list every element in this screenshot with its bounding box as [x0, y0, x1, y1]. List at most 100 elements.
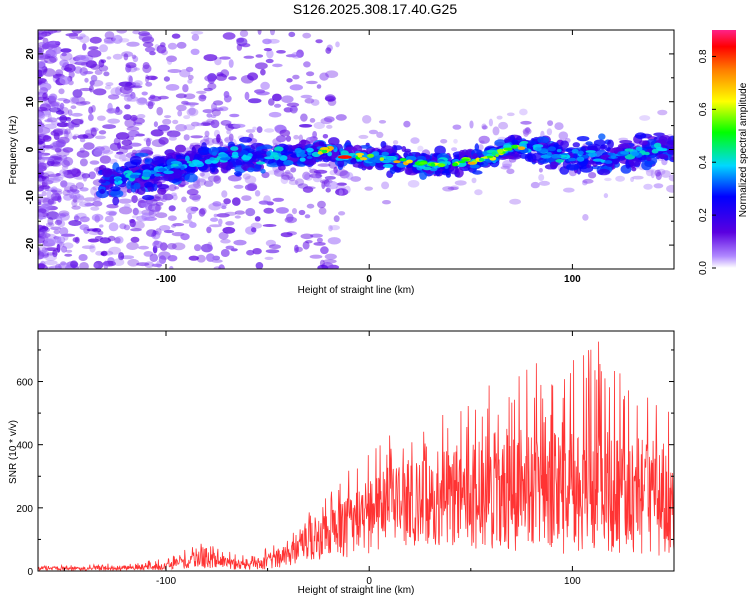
spectrogram-cell	[281, 95, 294, 103]
spectrogram-cell	[88, 113, 94, 122]
spectrogram-cell	[79, 87, 93, 92]
spectrogram-cell	[74, 236, 80, 244]
spectrogram-cell	[320, 117, 333, 125]
spectrogram-cell	[118, 252, 125, 261]
spectrogram-cell	[210, 114, 217, 119]
spectrogram-cell	[324, 176, 336, 180]
spectrogram-cell	[156, 44, 167, 54]
spectrogram-cell	[453, 138, 458, 144]
spectrogram-cell	[469, 164, 480, 169]
spectrogram-cell	[219, 56, 231, 60]
spectrogram-cell	[305, 80, 318, 85]
spectrogram-cell	[64, 253, 73, 257]
spectrogram-cell	[615, 175, 625, 182]
spectrogram-cell	[124, 161, 138, 169]
spectrogram-cell	[327, 98, 337, 106]
spectrogram-cell	[294, 178, 305, 186]
spectrogram-cell	[123, 114, 132, 121]
spectrogram-cell	[255, 262, 264, 269]
spectrogram-cell	[145, 74, 150, 83]
spectrogram-cell	[546, 128, 553, 136]
spectrogram-cell	[260, 68, 266, 76]
spectrogram-cell	[50, 161, 62, 167]
spectrogram-cell	[145, 138, 151, 147]
spectrogram-cell	[211, 109, 221, 117]
spectrogram-cell	[654, 169, 661, 177]
spectrogram-cell	[638, 140, 649, 146]
spectrogram-cell	[62, 147, 74, 153]
spectrogram-cell	[167, 243, 177, 250]
spectrogram-cell	[171, 242, 186, 251]
spectrogram-cell	[651, 148, 659, 154]
spectrogram-cell	[494, 139, 507, 147]
spectrogram-cell	[119, 154, 127, 162]
spectrogram-cell	[44, 41, 56, 50]
spectrogram-cell	[117, 142, 122, 150]
spectrogram-cell	[61, 182, 75, 187]
spectrogram-cell	[211, 259, 223, 263]
spectrogram-cell	[50, 226, 62, 231]
spectrogram-cell	[382, 163, 394, 168]
spectrogram-cell	[53, 30, 62, 33]
spectrogram-cell	[169, 265, 174, 269]
spectrogram-cell	[118, 198, 132, 204]
spectrogram-cell	[576, 156, 585, 162]
spectrogram-cell	[267, 38, 280, 44]
spectrogram-cell	[82, 174, 88, 182]
spectrogram-cell	[326, 124, 333, 129]
spectrogram-cell	[38, 168, 44, 175]
spectrogram-cell	[88, 106, 94, 114]
spectrogram-cell	[89, 160, 100, 165]
spectrogram-cell	[502, 155, 515, 160]
spectrogram-cell	[376, 131, 384, 138]
spectrogram-cell	[300, 233, 314, 240]
spectrogram-cell	[69, 184, 78, 193]
spectrogram-cell	[113, 237, 121, 244]
spectrogram-cell	[38, 198, 41, 202]
spectrogram-cell	[123, 53, 129, 61]
spectrogram-cell	[379, 157, 384, 162]
spectrogram-cell	[276, 159, 283, 167]
spectrogram-cell	[79, 158, 88, 167]
spectrogram-cell	[41, 203, 53, 209]
spectrogram-cell	[63, 156, 74, 166]
spectrogram-cell	[317, 264, 329, 269]
spectrogram-cell	[132, 210, 144, 215]
spectrogram-cell	[628, 157, 641, 167]
spectrogram-cell	[44, 253, 57, 261]
spectrogram-cell	[304, 98, 315, 104]
spectrogram-cell	[502, 160, 513, 169]
spectrogram-cell	[603, 193, 609, 199]
spectrogram-cell	[206, 253, 215, 262]
spectrogram-cell	[242, 173, 251, 180]
spectrogram-cell	[172, 119, 179, 125]
spectrogram-cell	[220, 249, 230, 257]
spectrogram-cell	[223, 120, 232, 124]
spectrogram-cell	[38, 211, 43, 216]
spectrogram-cell	[38, 177, 43, 185]
spectrogram-cell	[293, 134, 300, 140]
spectrogram-cell	[219, 141, 224, 147]
spectrogram-cell	[102, 124, 116, 129]
spectrogram-cell	[118, 180, 123, 184]
spectrogram-cell	[318, 141, 325, 146]
spectrogram-cell	[624, 148, 634, 152]
spectrogram-cell	[325, 96, 337, 102]
spectrogram-cell	[323, 116, 335, 123]
spectrogram-cell	[312, 131, 317, 139]
spectrogram-cell	[38, 156, 53, 160]
spectrogram-cell	[58, 241, 65, 248]
spectrogram-cell	[452, 124, 462, 130]
spectrogram-cell	[631, 151, 640, 157]
spectrogram-cell	[186, 160, 192, 164]
spectrogram-cell	[216, 134, 221, 143]
spectrogram-cell	[302, 171, 311, 180]
spectrogram-cell	[83, 226, 90, 234]
spectrogram-cell	[325, 47, 332, 54]
spectrogram-cell	[285, 135, 292, 142]
spectrogram-cell	[333, 215, 340, 223]
spectrogram-cell	[107, 118, 120, 124]
spectrogram-cell	[226, 129, 232, 135]
spectrogram-cell	[78, 254, 88, 261]
spectrogram-cell	[52, 249, 58, 258]
